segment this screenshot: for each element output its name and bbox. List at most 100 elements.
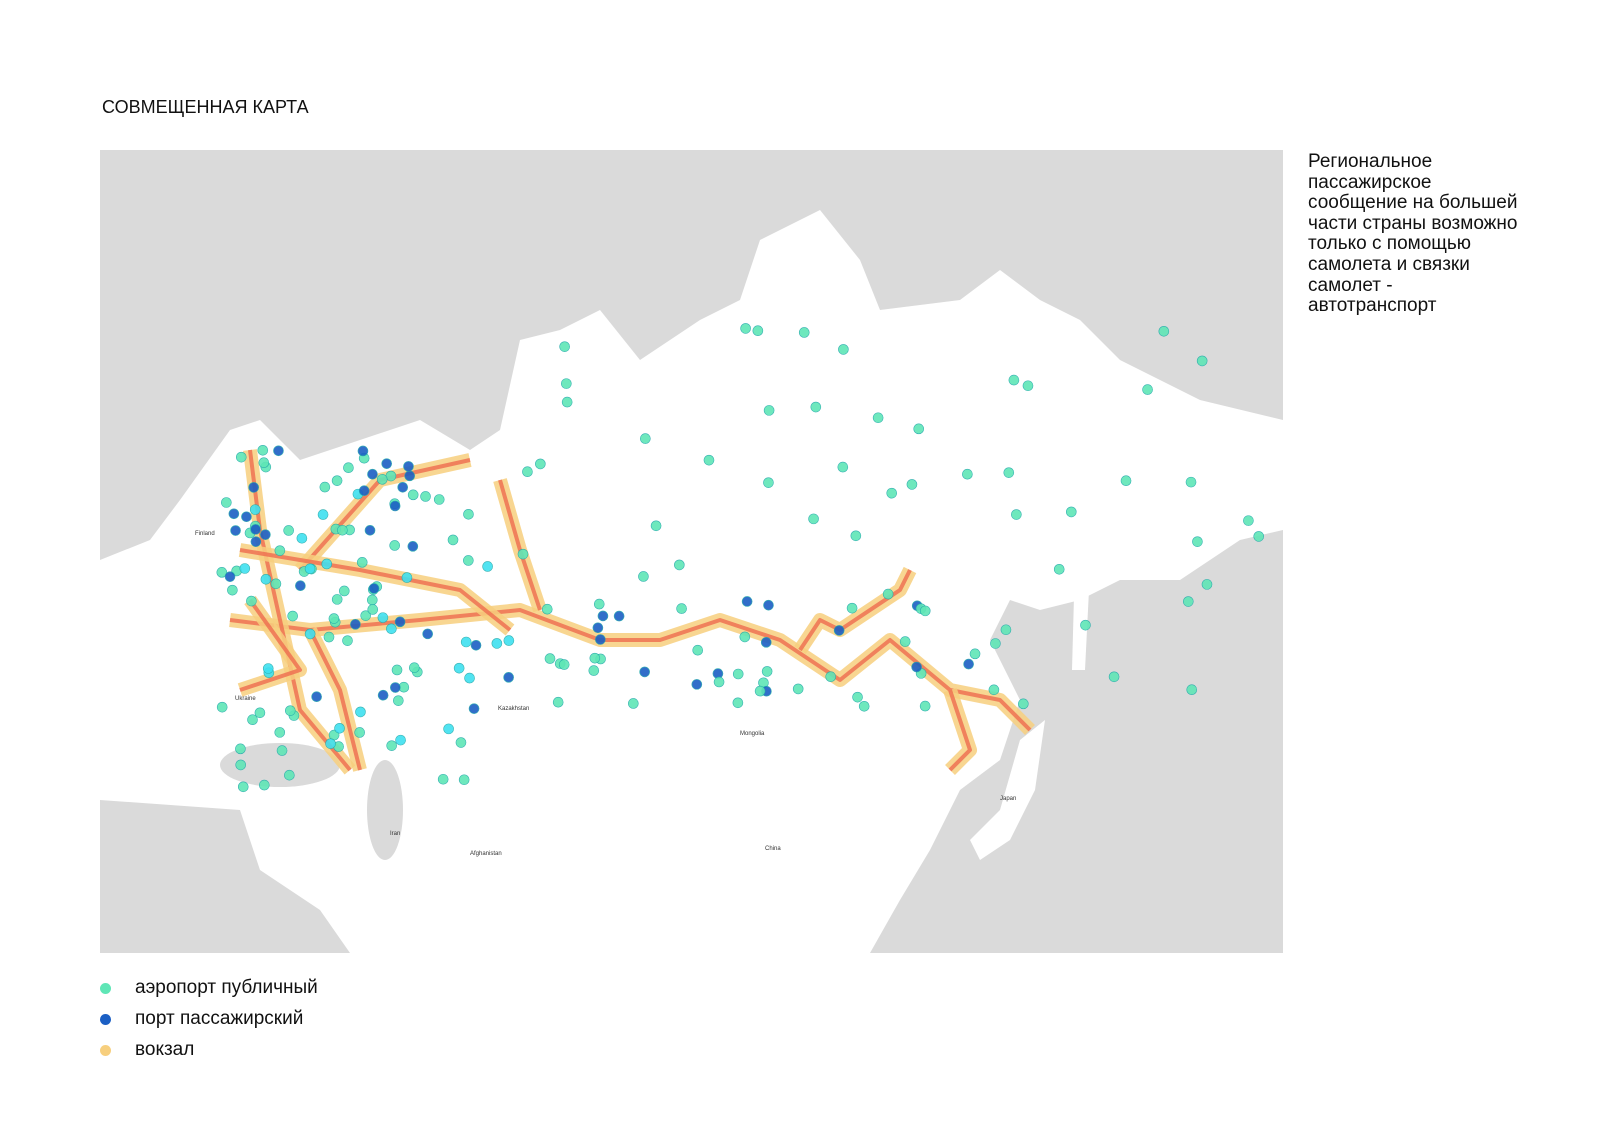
map-dot	[334, 722, 345, 734]
map-dot	[394, 616, 406, 628]
map-dot	[468, 703, 480, 714]
title: СОВМЕЩЕННАЯ КАРТА	[102, 97, 309, 117]
rail-core	[239, 598, 302, 692]
map-dot	[833, 625, 845, 636]
description-line: части страны возможно	[1308, 212, 1518, 234]
map-dot	[460, 636, 472, 648]
description-line: самолета и связки	[1308, 253, 1470, 275]
map-dot	[464, 672, 475, 684]
map-label: Mongolia	[740, 731, 765, 737]
map-dot	[882, 588, 894, 600]
map-dot	[273, 445, 284, 457]
map-dot	[638, 571, 649, 582]
map-dot	[969, 648, 981, 660]
map-dot	[317, 509, 329, 520]
map-dot	[906, 479, 918, 490]
map-dot	[389, 540, 400, 551]
map-dot	[409, 662, 420, 673]
map-dot	[284, 769, 295, 781]
legend-dot	[100, 983, 111, 994]
map-label: China	[765, 846, 781, 852]
map-dot	[356, 557, 368, 568]
map-dot	[1201, 579, 1213, 590]
map-dot	[376, 474, 388, 485]
map-dot	[552, 696, 564, 708]
map-dot	[381, 458, 393, 469]
map-dot	[963, 658, 974, 670]
map-dot	[393, 695, 404, 706]
map-dot	[962, 468, 973, 480]
map-dot	[470, 639, 482, 651]
map-dot	[558, 659, 570, 670]
map-dot	[354, 727, 365, 738]
map-dot	[692, 644, 704, 656]
map-dot	[367, 604, 379, 615]
map-dot	[235, 759, 247, 771]
map-dot	[257, 445, 269, 456]
map-dot	[338, 585, 350, 597]
map-dot	[331, 475, 343, 486]
map-dot	[491, 638, 503, 649]
map-dot	[274, 727, 286, 738]
map-label: Japan	[1000, 796, 1016, 802]
map-dot	[761, 666, 773, 677]
map-dot	[276, 745, 288, 756]
map-dot	[367, 468, 378, 480]
map-dot	[386, 623, 397, 635]
map-dot	[1253, 531, 1265, 542]
map-dot	[228, 508, 240, 520]
map-dot	[886, 487, 898, 499]
rail-core	[948, 689, 972, 772]
map-dot	[913, 423, 925, 435]
map-dot	[304, 628, 316, 640]
map-dot	[296, 532, 308, 544]
map-dot	[401, 572, 413, 583]
map-dot	[561, 396, 573, 408]
map-dot	[798, 327, 810, 338]
description-line: сообщение на большей	[1308, 192, 1518, 214]
map-dot	[447, 534, 459, 546]
map-dot	[503, 672, 514, 683]
map-dot	[258, 457, 270, 469]
map-dot	[274, 545, 286, 556]
description-line: пассажирское	[1308, 171, 1432, 193]
map-dot	[221, 497, 232, 508]
map-dot	[919, 700, 931, 712]
map-dot	[561, 378, 572, 389]
map-dot	[713, 676, 725, 688]
map-dot	[355, 706, 366, 718]
description: Региональное пассажирское сообщение на бол…	[1308, 151, 1518, 317]
map-dot	[1108, 671, 1120, 683]
map-dot	[740, 323, 751, 334]
rail-core	[308, 629, 362, 771]
map-dot	[420, 491, 431, 502]
map-dot	[1120, 475, 1132, 487]
map-dot	[404, 470, 415, 482]
map-dot	[639, 666, 650, 678]
map-dot	[919, 605, 931, 617]
map-dot	[522, 466, 533, 478]
map-dot	[249, 504, 261, 515]
map-dot	[732, 668, 744, 680]
map-dot	[323, 631, 335, 643]
map-dot	[825, 671, 837, 683]
legend-label: аэропорт публичный	[135, 977, 318, 998]
map-dot	[235, 451, 247, 463]
caspian-sea	[367, 760, 403, 860]
map-dot	[455, 737, 467, 748]
map-dot	[343, 462, 354, 473]
map-dot	[247, 714, 258, 725]
map-dot	[838, 344, 849, 355]
map-dot	[589, 652, 601, 664]
map-dot	[246, 595, 257, 607]
map-dot	[1080, 619, 1091, 631]
sakhalin	[1072, 560, 1090, 670]
map-dot	[1243, 515, 1254, 526]
legend-dot	[100, 1045, 111, 1056]
map-dot	[1003, 467, 1015, 478]
map-dot	[846, 602, 858, 614]
map-dot	[260, 529, 271, 540]
map-dot	[321, 558, 333, 570]
map-dot	[337, 524, 348, 536]
